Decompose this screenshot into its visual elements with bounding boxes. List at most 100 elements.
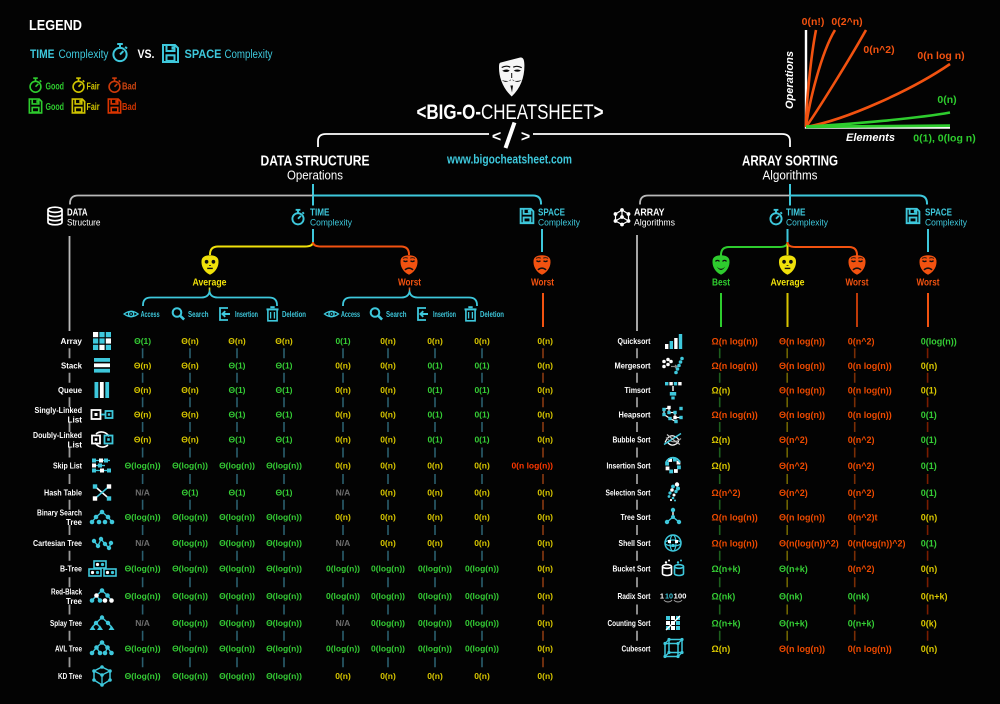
svg-text:0(log(n)): 0(log(n)) [326, 564, 360, 574]
svg-text:0(n): 0(n) [937, 94, 956, 106]
svg-text:Θ(1): Θ(1) [276, 385, 293, 395]
svg-text:0(n): 0(n) [474, 336, 490, 346]
svg-text:Deletion: Deletion [480, 310, 504, 319]
svg-text:DATA STRUCTURE: DATA STRUCTURE [261, 154, 370, 170]
svg-text:Operations: Operations [287, 168, 343, 183]
svg-text:B-Tree: B-Tree [60, 565, 83, 574]
svg-text:Access: Access [341, 310, 360, 319]
svg-text:0(1): 0(1) [921, 435, 937, 445]
svg-text:0(1): 0(1) [474, 410, 489, 420]
svg-text:0(n): 0(n) [427, 671, 443, 681]
svg-text:0(1): 0(1) [921, 488, 937, 498]
svg-text:0(n): 0(n) [537, 361, 553, 371]
svg-text:Ω(n log(n)): Ω(n log(n)) [712, 539, 758, 549]
svg-text:0(n): 0(n) [380, 385, 396, 395]
svg-text:Θ(n log(n)): Θ(n log(n)) [779, 386, 825, 396]
svg-text:Bubble Sort: Bubble Sort [613, 436, 651, 445]
svg-text:0(n): 0(n) [380, 512, 396, 522]
svg-text:0(n): 0(n) [537, 591, 553, 601]
svg-text:0(n): 0(n) [921, 361, 938, 371]
svg-text:Tree: Tree [66, 518, 83, 527]
svg-text:0(n): 0(n) [537, 385, 553, 395]
svg-text:Θ(n): Θ(n) [181, 361, 199, 371]
svg-text:Ω(n): Ω(n) [712, 644, 731, 654]
svg-text:Θ(log(n)): Θ(log(n)) [266, 618, 302, 628]
svg-text:Θ(log(n)): Θ(log(n)) [172, 618, 208, 628]
svg-text:Θ(1): Θ(1) [276, 361, 293, 371]
svg-text:Θ(log(n)): Θ(log(n)) [266, 564, 302, 574]
svg-text:N/A: N/A [336, 618, 351, 628]
svg-text:Stack: Stack [61, 362, 83, 371]
svg-text:0(log(n)): 0(log(n)) [465, 591, 499, 601]
svg-text:Θ(n^2): Θ(n^2) [779, 461, 808, 471]
svg-text:List: List [68, 441, 83, 450]
svg-text:0(n log(n)): 0(n log(n)) [511, 461, 553, 471]
svg-text:Θ(n): Θ(n) [134, 410, 152, 420]
svg-text:0(1): 0(1) [921, 539, 937, 549]
svg-text:Θ(n+k): Θ(n+k) [779, 564, 808, 574]
svg-text:Θ(1): Θ(1) [276, 488, 293, 498]
svg-text:Ω(n log(n)): Ω(n log(n)) [712, 410, 758, 420]
svg-text:0(n): 0(n) [537, 538, 553, 548]
svg-text:0(n): 0(n) [380, 410, 396, 420]
svg-text:0(log(n)): 0(log(n)) [921, 337, 957, 347]
svg-text:0(n): 0(n) [335, 410, 351, 420]
svg-text:0(n): 0(n) [474, 461, 490, 471]
svg-text:Fair: Fair [87, 82, 100, 93]
svg-text:SPACE: SPACE [185, 49, 222, 61]
svg-text:Fair: Fair [87, 102, 100, 113]
svg-text:0(log(n)): 0(log(n)) [371, 644, 405, 654]
svg-text:Θ(log(n)): Θ(log(n)) [219, 618, 255, 628]
svg-text:SPACE: SPACE [538, 208, 565, 219]
svg-text:AVL Tree: AVL Tree [55, 645, 83, 654]
svg-text:0(n): 0(n) [380, 336, 396, 346]
svg-text:0(n^2): 0(n^2) [848, 461, 875, 471]
svg-text:0(log(n)): 0(log(n)) [371, 618, 405, 628]
svg-text:Θ(n): Θ(n) [134, 361, 152, 371]
svg-text:List: List [68, 416, 83, 425]
svg-text:0(log(n)): 0(log(n)) [418, 644, 452, 654]
svg-text:0(n): 0(n) [474, 488, 490, 498]
svg-text:Θ(n^2): Θ(n^2) [779, 488, 808, 498]
svg-text:0(log(n)): 0(log(n)) [418, 564, 452, 574]
svg-text:Θ(1): Θ(1) [229, 361, 246, 371]
svg-text:0(1), 0(log n): 0(1), 0(log n) [913, 133, 975, 145]
svg-text:LEGEND: LEGEND [29, 17, 82, 34]
svg-text:0(n^2)t: 0(n^2)t [848, 513, 878, 523]
svg-text:Θ(log(n)): Θ(log(n)) [266, 538, 302, 548]
svg-text:Θ(log(n)): Θ(log(n)) [266, 512, 302, 522]
svg-text:0(n): 0(n) [335, 385, 351, 395]
svg-text:Skip List: Skip List [53, 462, 82, 471]
svg-text:Θ(log(n)): Θ(log(n)) [125, 591, 161, 601]
svg-text:Worst: Worst [398, 278, 422, 289]
svg-text:Θ(log(n)): Θ(log(n)) [219, 644, 255, 654]
svg-text:0(n): 0(n) [537, 512, 553, 522]
svg-text:0(n^2): 0(n^2) [863, 44, 894, 56]
svg-text:0(n): 0(n) [537, 671, 553, 681]
svg-text:0(n): 0(n) [427, 488, 443, 498]
svg-text:0(n): 0(n) [537, 488, 553, 498]
svg-text:0(1): 0(1) [921, 386, 937, 396]
svg-text:Θ(log(n)): Θ(log(n)) [172, 461, 208, 471]
svg-text:0(n): 0(n) [380, 435, 396, 445]
svg-text:Insertion Sort: Insertion Sort [607, 462, 651, 471]
svg-text:Algorithms: Algorithms [634, 218, 675, 229]
svg-text:0(log(n)): 0(log(n)) [465, 644, 499, 654]
svg-text:0(k): 0(k) [921, 619, 937, 629]
svg-text:Good: Good [46, 82, 65, 93]
svg-text:0(n): 0(n) [380, 671, 396, 681]
svg-text:Θ(log(n)): Θ(log(n)) [172, 591, 208, 601]
svg-text:Operations: Operations [784, 51, 796, 109]
svg-text:0(1): 0(1) [427, 385, 442, 395]
svg-text:0(n^2): 0(n^2) [848, 488, 875, 498]
svg-text:Θ(n(log(n))^2): Θ(n(log(n))^2) [779, 539, 839, 549]
svg-text:1: 1 [660, 592, 664, 601]
svg-text:Complexity: Complexity [59, 49, 109, 61]
svg-text:0(n): 0(n) [427, 538, 443, 548]
svg-text:Θ(log(n)): Θ(log(n)) [266, 461, 302, 471]
svg-text:0(nk): 0(nk) [848, 592, 870, 602]
svg-text:Quicksort: Quicksort [618, 337, 651, 346]
svg-text:Bucket Sort: Bucket Sort [613, 565, 651, 574]
svg-text:Tree Sort: Tree Sort [621, 513, 651, 522]
svg-text:Ω(nk): Ω(nk) [712, 592, 736, 602]
